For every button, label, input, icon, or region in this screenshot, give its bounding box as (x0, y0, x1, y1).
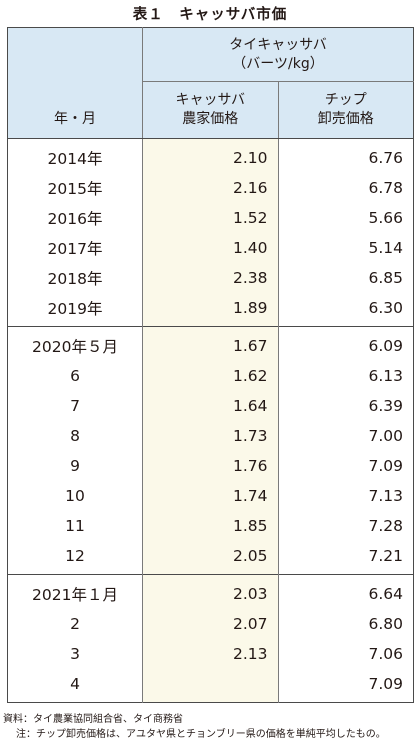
year-cell: 2021年１月 (7, 574, 143, 609)
chip-price-cell: 6.85 (368, 269, 403, 287)
chip-price-cell: 6.78 (368, 179, 403, 197)
chip-price-cell: 7.21 (368, 547, 403, 565)
farm-price-cell: 2.05 (142, 541, 279, 575)
header-chip-price: チップ 卸売価格 (278, 81, 414, 139)
year-cell: 3 (7, 639, 143, 669)
table-title: 表１ キャッサバ市価 (132, 7, 288, 23)
header-group-line1: タイキャッサバ (229, 36, 327, 53)
table-row: 3 2.13 7.06 (7, 639, 414, 669)
header-group: タイキャッサバ （バーツ/kg） (142, 27, 414, 82)
table-body: 2014年 2.10 6.76 2015年 2.16 6.78 2016年 1.52 5.66 2… (7, 138, 414, 703)
table-row: 2 2.07 6.80 (7, 609, 414, 639)
table-row: 2014年 2.10 6.76 (7, 138, 414, 173)
year-cell: 11 (7, 511, 143, 541)
table-row: 9 1.76 7.09 (7, 451, 414, 481)
chip-price-cell: 6.13 (368, 367, 403, 385)
farm-price-cell: 1.74 (142, 481, 279, 511)
table-row: 2019年 1.89 6.30 (7, 293, 414, 327)
year-cell: 2016年 (7, 203, 143, 233)
year-cell: 6 (7, 361, 143, 391)
table-row: 12 2.05 7.21 (7, 541, 414, 575)
table-row: 2018年 2.38 6.85 (7, 263, 414, 293)
farm-price-cell (142, 669, 279, 703)
header-farm-line2: 農家価格 (182, 111, 239, 127)
farm-price-cell: 1.40 (142, 233, 279, 263)
chip-price-cell: 7.13 (368, 487, 403, 505)
year-cell: 2018年 (7, 263, 143, 293)
year-cell: 9 (7, 451, 143, 481)
chip-price-cell: 5.14 (368, 239, 403, 257)
table-row: 2015年 2.16 6.78 (7, 173, 414, 203)
header-chip-line2: 卸売価格 (317, 111, 374, 127)
year-cell: 10 (7, 481, 143, 511)
chip-price-cell: 6.39 (368, 397, 403, 415)
year-cell: 2015年 (7, 173, 143, 203)
year-cell: 2020年５月 (7, 326, 143, 361)
header-chip-line1: チップ (324, 92, 367, 108)
chip-price-cell: 5.66 (368, 209, 403, 227)
farm-price-cell: 1.64 (142, 391, 279, 421)
farm-price-cell: 2.10 (142, 138, 279, 173)
chip-price-cell: 6.76 (368, 149, 403, 167)
farm-price-cell: 1.62 (142, 361, 279, 391)
source-note: 資料：タイ農業協同組合省、タイ商務省 (3, 714, 183, 725)
farm-price-cell: 1.76 (142, 451, 279, 481)
chip-price-cell: 6.09 (278, 326, 414, 361)
table-row: 2020年５月 1.67 6.09 (7, 326, 414, 361)
table-row: 2017年 1.40 5.14 (7, 233, 414, 263)
year-cell: 2 (7, 609, 143, 639)
chip-price-cell: 7.28 (368, 517, 403, 535)
chip-price-cell: 6.80 (368, 615, 403, 633)
farm-price-cell: 1.67 (142, 326, 279, 361)
table-row: 6 1.62 6.13 (7, 361, 414, 391)
table-row: 2016年 1.52 5.66 (7, 203, 414, 233)
year-cell: 2014年 (7, 138, 143, 173)
chip-price-cell: 6.64 (278, 574, 414, 609)
header-farm-line1: キャッサバ (175, 92, 245, 108)
year-cell: 12 (7, 541, 143, 575)
chip-price-cell: 7.09 (368, 457, 403, 475)
chip-price-cell: 7.06 (368, 645, 403, 663)
year-cell: 8 (7, 421, 143, 451)
table-row: 2021年１月 2.03 6.64 (7, 574, 414, 609)
farm-price-cell: 1.89 (142, 293, 279, 327)
table-row: 7 1.64 6.39 (7, 391, 414, 421)
chip-price-cell: 7.00 (368, 427, 403, 445)
table-row: 8 1.73 7.00 (7, 421, 414, 451)
farm-price-cell: 2.07 (142, 609, 279, 639)
table-row: 10 1.74 7.13 (7, 481, 414, 511)
farm-price-cell: 1.73 (142, 421, 279, 451)
table-row: 4 7.09 (7, 669, 414, 703)
farm-price-cell: 2.13 (142, 639, 279, 669)
header-farm-price: キャッサバ 農家価格 (142, 81, 279, 139)
year-cell: 4 (7, 669, 143, 703)
farm-price-cell: 1.85 (142, 511, 279, 541)
notes: 資料：タイ農業協同組合省、タイ商務省 注：チップ卸売価格は、アユタヤ県とチョンブ… (3, 712, 386, 742)
header-year-label: 年・月 (54, 111, 96, 127)
year-cell: 2019年 (7, 293, 143, 327)
year-cell: 2017年 (7, 233, 143, 263)
header-group-line2: （バーツ/kg） (232, 55, 324, 72)
chip-price-cell: 7.09 (368, 675, 403, 693)
footnote: 注：チップ卸売価格は、アユタヤ県とチョンブリー県の価格を単純平均したもの。 (16, 729, 386, 740)
year-cell: 7 (7, 391, 143, 421)
chip-price-cell: 6.30 (368, 299, 403, 317)
farm-price-cell: 1.52 (142, 203, 279, 233)
price-table: 年・月 タイキャッサバ （バーツ/kg） キャッサバ 農家価格 チップ 卸売価格… (7, 27, 414, 703)
farm-price-cell: 2.03 (142, 574, 279, 609)
farm-price-cell: 2.16 (142, 173, 279, 203)
farm-price-cell: 2.38 (142, 263, 279, 293)
header-year: 年・月 (7, 27, 143, 139)
table-row: 11 1.85 7.28 (7, 511, 414, 541)
